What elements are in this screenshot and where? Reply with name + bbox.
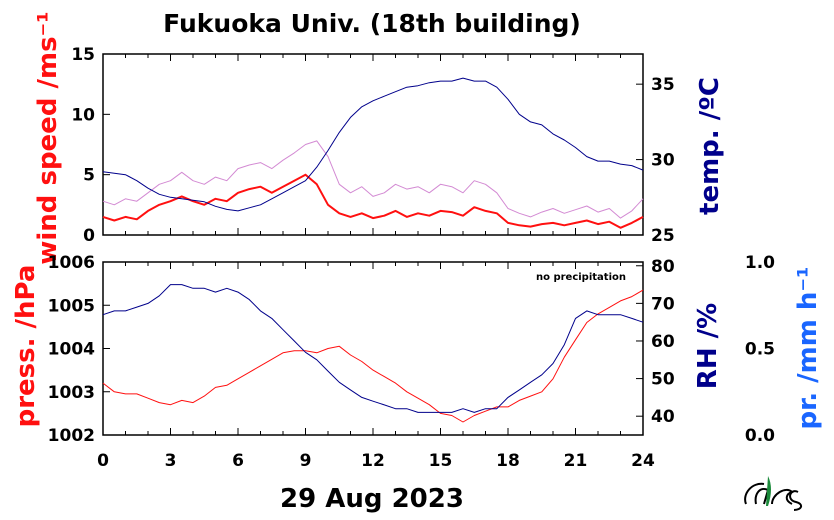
x-tick-label: 6 bbox=[232, 451, 244, 471]
y-tick-label: 1003 bbox=[48, 383, 95, 403]
plot-frame-0 bbox=[102, 53, 644, 236]
y2-tick-label: 70 bbox=[651, 294, 675, 314]
x-tick-label: 12 bbox=[361, 451, 385, 471]
y-tick-label: 1005 bbox=[48, 296, 95, 316]
y-tick-label: 15 bbox=[71, 45, 95, 65]
chart-marks: 0 5 10 15 25 30 35 0 3 6 9 12 15 18 21 24 1002 1003 1004 10… bbox=[48, 45, 775, 471]
temperature-line bbox=[102, 77, 644, 212]
x-tick-label: 21 bbox=[564, 451, 588, 471]
y2-tick-label: 80 bbox=[651, 257, 675, 277]
x-tick-label: 3 bbox=[165, 451, 177, 471]
precip-axis-label: pr. /mm h⁻¹ bbox=[793, 266, 823, 429]
y2-tick-label: 30 bbox=[651, 151, 675, 171]
y3-tick-label: 0.5 bbox=[745, 340, 775, 360]
wind-speed-axis-label: wind speed /ms⁻¹ bbox=[33, 11, 63, 264]
y-tick-label: 1006 bbox=[48, 253, 95, 273]
pressure-line bbox=[102, 289, 644, 423]
chart-title: Fukuoka Univ. (18th building) bbox=[163, 9, 581, 38]
no-precipitation-note: no precipitation bbox=[536, 272, 626, 283]
x-tick-label: 24 bbox=[631, 451, 655, 471]
x-tick-label: 9 bbox=[300, 451, 312, 471]
x-tick-label: 18 bbox=[496, 451, 520, 471]
date-label: 29 Aug 2023 bbox=[280, 484, 464, 514]
rh-line bbox=[102, 284, 644, 413]
y2-tick-label: 25 bbox=[651, 226, 675, 246]
y3-tick-label: 0.0 bbox=[745, 426, 775, 446]
y-tick-label: 10 bbox=[71, 105, 95, 125]
x-tick-label: 0 bbox=[97, 451, 109, 471]
institution-logo bbox=[744, 476, 802, 511]
y2-tick-label: 40 bbox=[651, 407, 675, 427]
x-tick-label: 15 bbox=[429, 451, 453, 471]
y3-tick-label: 1.0 bbox=[745, 253, 775, 273]
y2-tick-label: 50 bbox=[651, 370, 675, 390]
y-tick-label: 1002 bbox=[48, 426, 95, 446]
y2-tick-label: 35 bbox=[651, 75, 675, 95]
wind-mean-line bbox=[102, 173, 644, 229]
temperature-axis-label: temp. /ºC bbox=[695, 77, 725, 215]
y-tick-label: 1004 bbox=[48, 340, 95, 360]
y2-tick-label: 60 bbox=[651, 332, 675, 352]
pressure-axis-label: press. /hPa bbox=[11, 265, 41, 428]
wind-gust-line bbox=[102, 140, 644, 219]
rh-axis-label: RH /% bbox=[693, 303, 723, 389]
y-tick-label: 5 bbox=[83, 166, 95, 186]
y-tick-label: 0 bbox=[83, 226, 95, 246]
